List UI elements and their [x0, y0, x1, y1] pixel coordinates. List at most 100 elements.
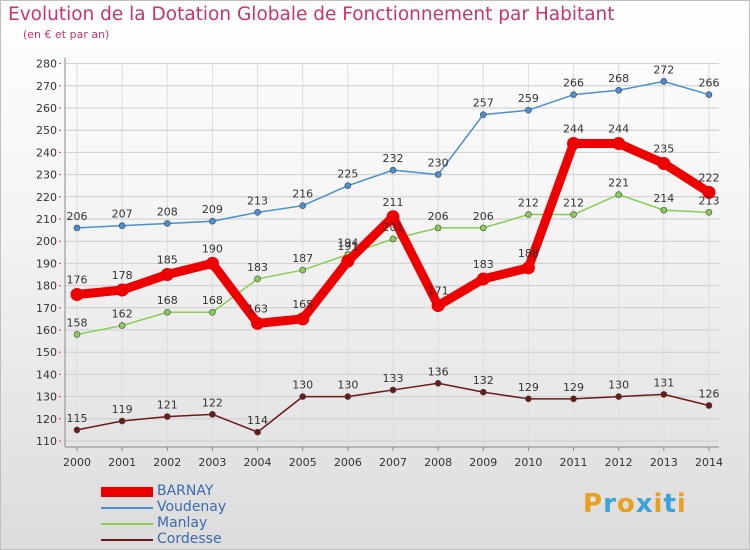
- data-label-voudenay: 230: [428, 157, 449, 170]
- data-label-voudenay: 216: [292, 188, 313, 201]
- data-point-manlay: [254, 275, 261, 283]
- data-label-manlay: 206: [428, 210, 449, 223]
- data-label-voudenay: 213: [247, 194, 268, 207]
- data-point-manlay: [525, 211, 532, 218]
- logo-letter: o: [616, 489, 636, 519]
- data-point-voudenay: [118, 222, 126, 229]
- data-point-manlay: [73, 331, 81, 338]
- x-tick-label: 2005: [289, 456, 317, 469]
- y-tick-label: 110: [36, 435, 57, 448]
- x-tick-label: 2003: [198, 456, 226, 469]
- x-tick-label: 2000: [63, 456, 91, 469]
- data-label-manlay: 183: [247, 261, 268, 274]
- data-label-barnay: 191: [337, 240, 358, 253]
- data-point-barnay: [476, 272, 490, 286]
- data-label-voudenay: 257: [473, 97, 494, 110]
- legend-label-barnay: BARNAY: [157, 483, 214, 499]
- data-label-cordesse: 129: [518, 381, 539, 394]
- data-label-barnay: 190: [202, 242, 223, 255]
- legend-swatch-voudenay: [101, 507, 153, 509]
- data-point-manlay: [660, 206, 668, 214]
- data-label-cordesse: 130: [337, 379, 358, 392]
- x-tick-label: 2011: [560, 456, 588, 469]
- data-point-barnay: [251, 316, 265, 330]
- data-label-barnay: 176: [67, 273, 88, 286]
- data-point-voudenay: [344, 182, 352, 189]
- logo-letter: P: [583, 489, 604, 519]
- data-point-voudenay: [479, 111, 487, 118]
- data-point-barnay: [567, 137, 581, 151]
- data-label-barnay: 188: [518, 247, 539, 260]
- data-label-voudenay: 207: [112, 208, 133, 221]
- data-label-barnay: 165: [292, 298, 313, 311]
- legend-swatch-manlay: [101, 523, 153, 525]
- chart-subtitle: (en € et par an): [23, 28, 110, 41]
- y-tick-label: 140: [36, 368, 57, 381]
- data-label-voudenay: 209: [202, 203, 223, 216]
- logo-letter: r: [603, 489, 617, 519]
- data-point-voudenay: [163, 220, 171, 227]
- y-tick-label: 130: [36, 391, 57, 404]
- y-tick-label: 160: [36, 324, 57, 337]
- data-label-cordesse: 121: [157, 399, 178, 412]
- x-tick-label: 2013: [650, 456, 678, 469]
- legend-swatch-cordesse: [101, 539, 153, 541]
- x-tick-label: 2008: [424, 456, 452, 469]
- data-label-barnay: 244: [608, 123, 629, 136]
- axes: 1101201301401501601701801902002102202302…: [36, 57, 723, 469]
- data-point-cordesse: [163, 413, 171, 420]
- data-label-cordesse: 129: [563, 381, 584, 394]
- y-tick-label: 120: [36, 413, 57, 426]
- x-tick-label: 2001: [108, 456, 136, 469]
- y-tick-label: 170: [36, 302, 57, 315]
- data-label-manlay: 168: [157, 294, 178, 307]
- y-tick-label: 220: [36, 191, 57, 204]
- legend-label-cordesse: Cordesse: [157, 531, 222, 547]
- data-point-barnay: [386, 210, 400, 224]
- logo-letter: x: [635, 489, 654, 519]
- data-point-cordesse: [73, 426, 81, 434]
- data-point-manlay: [705, 209, 713, 216]
- data-label-barnay: 222: [698, 171, 719, 184]
- data-label-barnay: 211: [382, 196, 403, 209]
- data-label-cordesse: 133: [382, 372, 403, 385]
- data-point-manlay: [389, 235, 397, 243]
- data-label-cordesse: 114: [247, 414, 268, 427]
- data-point-barnay: [657, 157, 671, 170]
- data-label-manlay: 201: [382, 221, 403, 234]
- data-label-voudenay: 268: [608, 72, 629, 85]
- data-label-manlay: 168: [202, 294, 223, 307]
- data-label-barnay: 178: [112, 269, 133, 282]
- y-tick-label: 180: [36, 280, 57, 293]
- data-point-cordesse: [660, 391, 668, 398]
- y-tick-label: 190: [36, 257, 57, 270]
- logo-letter: i: [676, 489, 687, 519]
- data-point-barnay: [612, 137, 626, 151]
- data-label-barnay: 244: [563, 123, 584, 136]
- data-label-manlay: 212: [563, 197, 584, 210]
- data-point-cordesse: [299, 393, 307, 400]
- data-point-voudenay: [525, 106, 532, 114]
- x-tick-label: 2006: [334, 456, 362, 469]
- chart-title: Evolution de la Dotation Globale de Fonc…: [8, 4, 615, 25]
- data-point-manlay: [163, 308, 171, 316]
- data-label-manlay: 212: [518, 197, 539, 210]
- data-label-cordesse: 131: [653, 376, 674, 389]
- series-layer: [70, 78, 716, 436]
- data-point-manlay: [118, 322, 126, 329]
- data-point-voudenay: [615, 86, 622, 94]
- data-label-cordesse: 122: [202, 396, 223, 409]
- x-tick-label: 2002: [153, 456, 181, 469]
- data-label-cordesse: 130: [292, 379, 313, 392]
- data-point-voudenay: [434, 171, 442, 178]
- legend-swatch-barnay: [101, 487, 153, 497]
- y-tick-label: 210: [36, 213, 57, 226]
- data-label-voudenay: 225: [337, 168, 358, 181]
- x-tick-label: 2014: [695, 456, 723, 469]
- data-point-barnay: [296, 312, 310, 326]
- data-label-voudenay: 272: [653, 63, 674, 76]
- data-point-barnay: [702, 185, 716, 199]
- data-point-cordesse: [389, 386, 397, 394]
- data-point-cordesse: [525, 395, 532, 403]
